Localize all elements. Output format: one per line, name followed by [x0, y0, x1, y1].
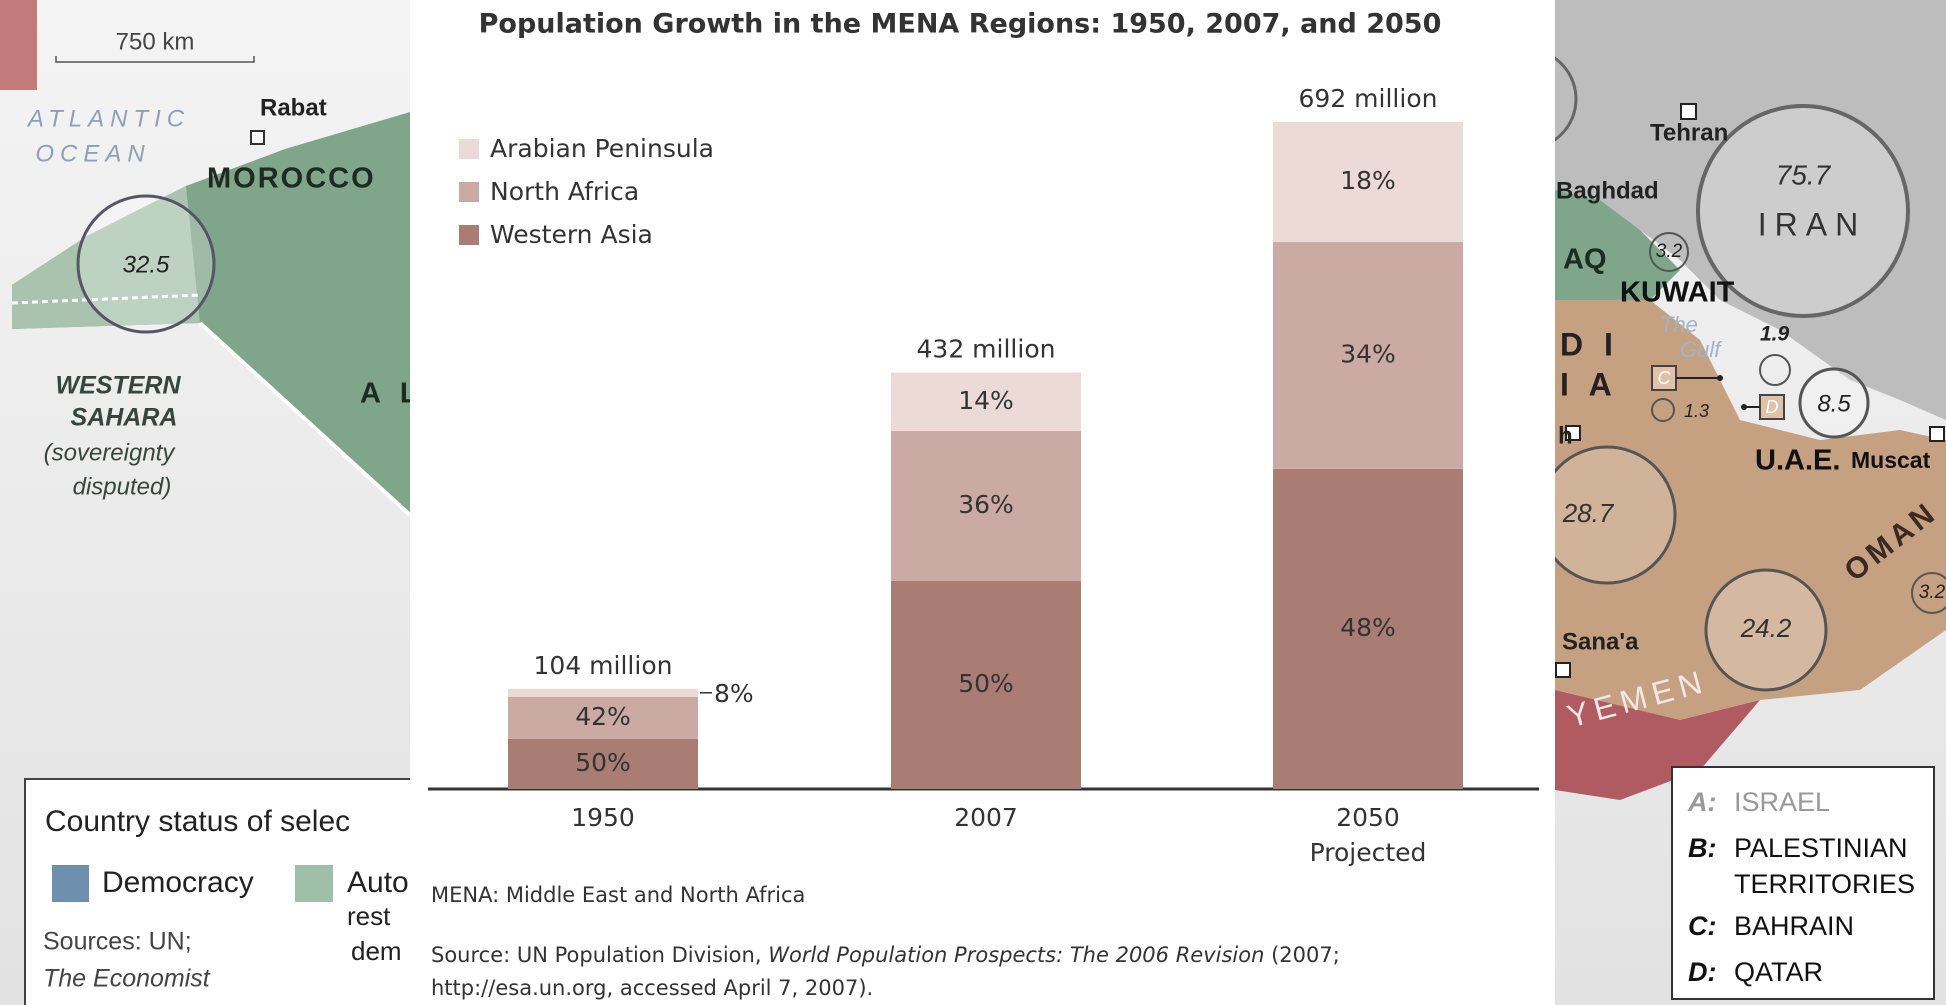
- map-label: U.A.E.: [1755, 445, 1840, 477]
- legend-title: Country status of selec: [45, 805, 350, 838]
- scale-label: 750 km: [116, 28, 195, 55]
- segment-label: 34%: [1340, 339, 1396, 368]
- map-label: IRAN: [1758, 206, 1866, 242]
- region-label: SAHARA: [71, 404, 178, 432]
- x-tick-label: 1950: [571, 803, 635, 832]
- segment-label: 8%: [714, 679, 754, 708]
- map-label: h: [1558, 422, 1573, 449]
- note: MENA: Middle East and North Africa: [431, 883, 805, 907]
- map-label: 75.7: [1776, 159, 1832, 190]
- legend-key: A:: [1687, 787, 1717, 817]
- chart-title: Population Growth in the MENA Regions: 1…: [479, 9, 1442, 40]
- legend-label: QATAR: [1734, 957, 1823, 987]
- map-label: 3.2: [1656, 241, 1683, 262]
- legend-swatch: [459, 139, 479, 159]
- source-text: Source: UN Population Division,: [431, 943, 768, 967]
- segment-label: 14%: [958, 386, 1014, 415]
- map-label: 1.9: [1760, 323, 1790, 346]
- legend-key: C:: [1688, 911, 1717, 941]
- left-map: 750 km ATLANTIC OCEAN Rabat MOROCCO 32.5…: [0, 0, 424, 1005]
- legend-label: Auto: [347, 866, 409, 899]
- legend-label: TERRITORIES: [1734, 869, 1915, 899]
- circle-value: 32.5: [123, 251, 170, 278]
- map-label: 1.3: [1684, 401, 1709, 421]
- region-label: WESTERN: [56, 372, 182, 400]
- map-label: The: [1660, 312, 1698, 337]
- legend-swatch: [459, 225, 479, 245]
- region-note: disputed): [73, 473, 172, 500]
- map-label: AQ: [1563, 244, 1607, 276]
- source: Source: UN Population Division, World Po…: [431, 943, 1340, 967]
- map-label: D: [1766, 397, 1779, 417]
- bar-segment: [508, 689, 698, 697]
- segment-label: 36%: [958, 490, 1014, 519]
- x-tick-label: 2007: [954, 803, 1018, 832]
- legend-swatch: [459, 182, 479, 202]
- source-text: (2007;: [1264, 943, 1339, 967]
- map-label: 24.2: [1740, 613, 1792, 643]
- segment-label: 50%: [575, 748, 631, 777]
- segment-label: 48%: [1340, 613, 1396, 642]
- total-label: 692 million: [1299, 84, 1438, 113]
- segment-label: 42%: [575, 702, 631, 731]
- legend-label: ISRAEL: [1734, 787, 1830, 817]
- source: Sources: UN;: [43, 928, 192, 956]
- map-label: Muscat: [1851, 447, 1931, 473]
- source: The Economist: [43, 965, 211, 993]
- legend-label: PALESTINIAN: [1734, 833, 1908, 863]
- legend-key: D:: [1688, 957, 1717, 987]
- ocean-label: ATLANTIC: [26, 105, 190, 132]
- map-label: Baghdad: [1556, 177, 1659, 204]
- source-title: World Population Prospects: The 2006 Rev…: [768, 943, 1264, 967]
- legend-label: Arabian Peninsula: [490, 134, 714, 163]
- map-label: Gulf: [1680, 337, 1723, 362]
- segment-label: 50%: [958, 669, 1014, 698]
- legend-label: dem: [351, 936, 402, 966]
- total-label: 104 million: [534, 651, 673, 680]
- region-note: (sovereignty: [44, 439, 177, 466]
- source: http://esa.un.org, accessed April 7, 200…: [431, 976, 873, 1000]
- total-label: 432 million: [917, 335, 1056, 364]
- map-label: D I: [1560, 326, 1619, 362]
- country-label: MOROCCO: [207, 163, 376, 195]
- map-label: 3.2: [1919, 582, 1946, 603]
- chart: Population Growth in the MENA Regions: 1…: [410, 0, 1555, 1005]
- x-tick-label: 2050: [1336, 803, 1400, 832]
- ocean-label: OCEAN: [35, 140, 150, 167]
- city-label: Rabat: [260, 94, 327, 121]
- legend-label: Democracy: [102, 866, 254, 899]
- map-label: I A: [1560, 366, 1618, 402]
- map-label: KUWAIT: [1620, 277, 1735, 309]
- map-label: Tehran: [1650, 119, 1728, 146]
- map-label: 28.7: [1562, 498, 1615, 528]
- legend-label: BAHRAIN: [1734, 911, 1854, 941]
- x-tick-note: Projected: [1310, 838, 1427, 867]
- map-label: C: [1658, 368, 1672, 388]
- map-label: 8.5: [1817, 390, 1851, 417]
- legend-key: B:: [1688, 833, 1717, 863]
- legend-label: rest: [347, 901, 391, 931]
- legend-label: North Africa: [490, 177, 639, 206]
- legend-label: Western Asia: [490, 220, 653, 249]
- map-label: Sana'a: [1562, 628, 1639, 655]
- page: 750 km ATLANTIC OCEAN Rabat MOROCCO 32.5…: [0, 0, 1946, 1005]
- segment-label: 18%: [1340, 166, 1396, 195]
